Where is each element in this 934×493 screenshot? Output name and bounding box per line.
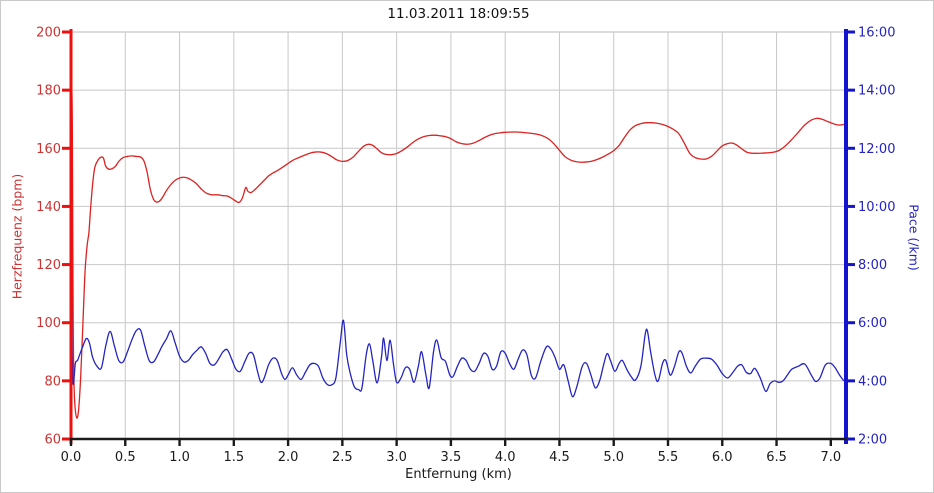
x-tick-label: 2.0 <box>278 450 299 465</box>
left-tick-label: 140 <box>36 200 61 215</box>
x-tick-label: 7.0 <box>820 450 841 465</box>
x-tick-label: 3.5 <box>441 450 462 465</box>
x-tick-label: 1.0 <box>169 450 190 465</box>
right-tick-label: 16:00 <box>858 26 895 41</box>
right-tick-label: 8:00 <box>858 258 887 273</box>
left-tick-label: 80 <box>44 374 61 389</box>
right-tick-label: 6:00 <box>858 316 887 331</box>
x-tick-label: 6.5 <box>766 450 787 465</box>
right-tick-label: 10:00 <box>858 200 895 215</box>
right-tick-label: 12:00 <box>858 142 895 157</box>
x-tick-label: 4.5 <box>549 450 570 465</box>
x-tick-label: 5.0 <box>603 450 624 465</box>
x-tick-label: 0.5 <box>115 450 136 465</box>
x-tick-label: 5.5 <box>658 450 679 465</box>
left-tick-label: 200 <box>36 26 61 41</box>
x-tick-label: 6.0 <box>712 450 733 465</box>
left-tick-label: 160 <box>36 142 61 157</box>
right-tick-label: 14:00 <box>858 84 895 99</box>
x-tick-label: 4.0 <box>495 450 516 465</box>
chart-title: 11.03.2011 18:09:55 <box>387 6 530 22</box>
x-tick-label: 1.5 <box>223 450 244 465</box>
left-tick-label: 180 <box>36 84 61 99</box>
x-tick-label: 0.0 <box>61 450 82 465</box>
series-herzfrequenz-curve <box>70 91 844 431</box>
left-tick-label: 60 <box>44 433 61 448</box>
series-pace-curve <box>70 116 845 398</box>
right-tick-label: 2:00 <box>858 433 887 448</box>
x-tick-label: 3.0 <box>386 450 407 465</box>
x-axis-title: Entfernung (km) <box>405 467 512 482</box>
left-tick-label: 120 <box>36 258 61 273</box>
left-tick-label: 100 <box>36 316 61 331</box>
x-tick-label: 2.5 <box>332 450 353 465</box>
right-tick-label: 4:00 <box>858 374 887 389</box>
